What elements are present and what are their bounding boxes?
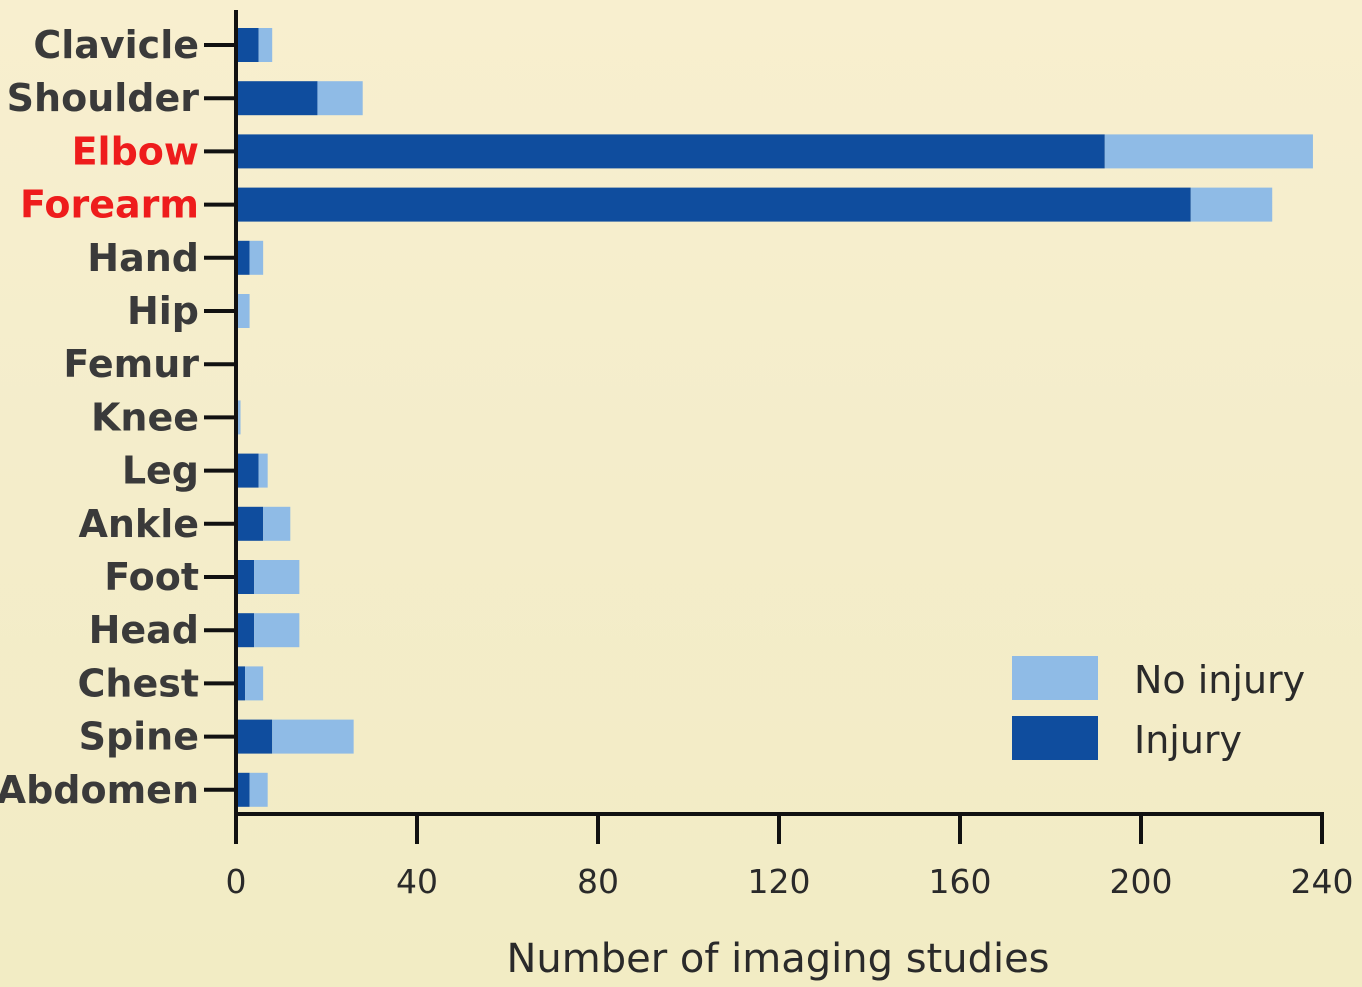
category-label-clavicle: Clavicle: [33, 23, 199, 67]
x-tick-label-0: 0: [226, 862, 247, 901]
bar-chest-injury: [236, 666, 246, 701]
category-label-knee: Knee: [91, 395, 199, 439]
bar-ankle-no-injury: [263, 506, 291, 541]
bar-shoulder-no-injury: [317, 81, 363, 116]
category-label-hip: Hip: [127, 289, 199, 333]
bar-foot-no-injury: [254, 560, 300, 594]
category-label-shoulder: Shoulder: [7, 76, 200, 120]
bar-spine-injury: [236, 719, 273, 754]
category-label-hand: Hand: [87, 236, 199, 280]
category-label-head: Head: [89, 608, 199, 652]
bar-head-no-injury: [254, 613, 300, 648]
x-tick-label-200: 200: [1110, 862, 1173, 901]
x-tick-label-160: 160: [929, 862, 992, 901]
bar-forearm-no-injury: [1190, 187, 1273, 222]
bar-elbow-no-injury: [1104, 134, 1313, 169]
bar-clavicle-injury: [236, 28, 259, 62]
category-label-abdomen: Abdomen: [0, 768, 199, 812]
legend: No injury Injury: [1012, 656, 1305, 762]
bar-hip-no-injury: [236, 294, 250, 328]
legend-label-no-injury: No injury: [1134, 658, 1305, 702]
category-label-spine: Spine: [79, 715, 199, 759]
legend-swatch-injury: [1012, 716, 1098, 760]
bar-abdomen-injury: [236, 772, 250, 807]
category-label-foot: Foot: [104, 555, 199, 599]
x-tick-label-240: 240: [1291, 862, 1354, 901]
legend-swatch-no-injury: [1012, 656, 1098, 700]
category-label-chest: Chest: [78, 661, 200, 705]
bar-abdomen-no-injury: [249, 772, 268, 807]
legend-label-injury: Injury: [1134, 718, 1242, 762]
bar-clavicle-no-injury: [258, 28, 273, 62]
category-label-elbow: Elbow: [72, 129, 199, 173]
bar-leg-no-injury: [258, 453, 268, 488]
x-tick-label-120: 120: [748, 862, 811, 901]
category-label-ankle: Ankle: [78, 502, 199, 546]
bar-foot-injury: [236, 560, 255, 594]
x-tick-labels: 0 40 80 120 160 200 240: [226, 862, 1354, 901]
bars-group: [236, 28, 1313, 807]
bar-head-injury: [236, 613, 255, 648]
x-tick-label-40: 40: [396, 862, 438, 901]
bar-elbow-injury: [236, 134, 1105, 169]
category-label-femur: Femur: [63, 342, 199, 386]
category-label-forearm: Forearm: [20, 183, 199, 227]
x-tick-label-80: 80: [577, 862, 619, 901]
bar-leg-injury: [236, 453, 259, 488]
bar-hand-injury: [236, 240, 250, 275]
bar-knee-no-injury: [236, 400, 241, 435]
axes-group: [204, 10, 1324, 844]
x-axis-label: Number of imaging studies: [506, 936, 1049, 982]
bar-spine-no-injury: [272, 719, 354, 754]
bar-ankle-injury: [236, 506, 264, 541]
bar-chest-no-injury: [245, 666, 264, 701]
bar-forearm-injury: [236, 187, 1191, 222]
bar-hand-no-injury: [249, 240, 264, 275]
category-label-leg: Leg: [122, 449, 199, 493]
category-labels: Clavicle Shoulder Elbow Forearm Hand Hip Femur…: [0, 23, 199, 812]
bar-shoulder-injury: [236, 81, 318, 116]
